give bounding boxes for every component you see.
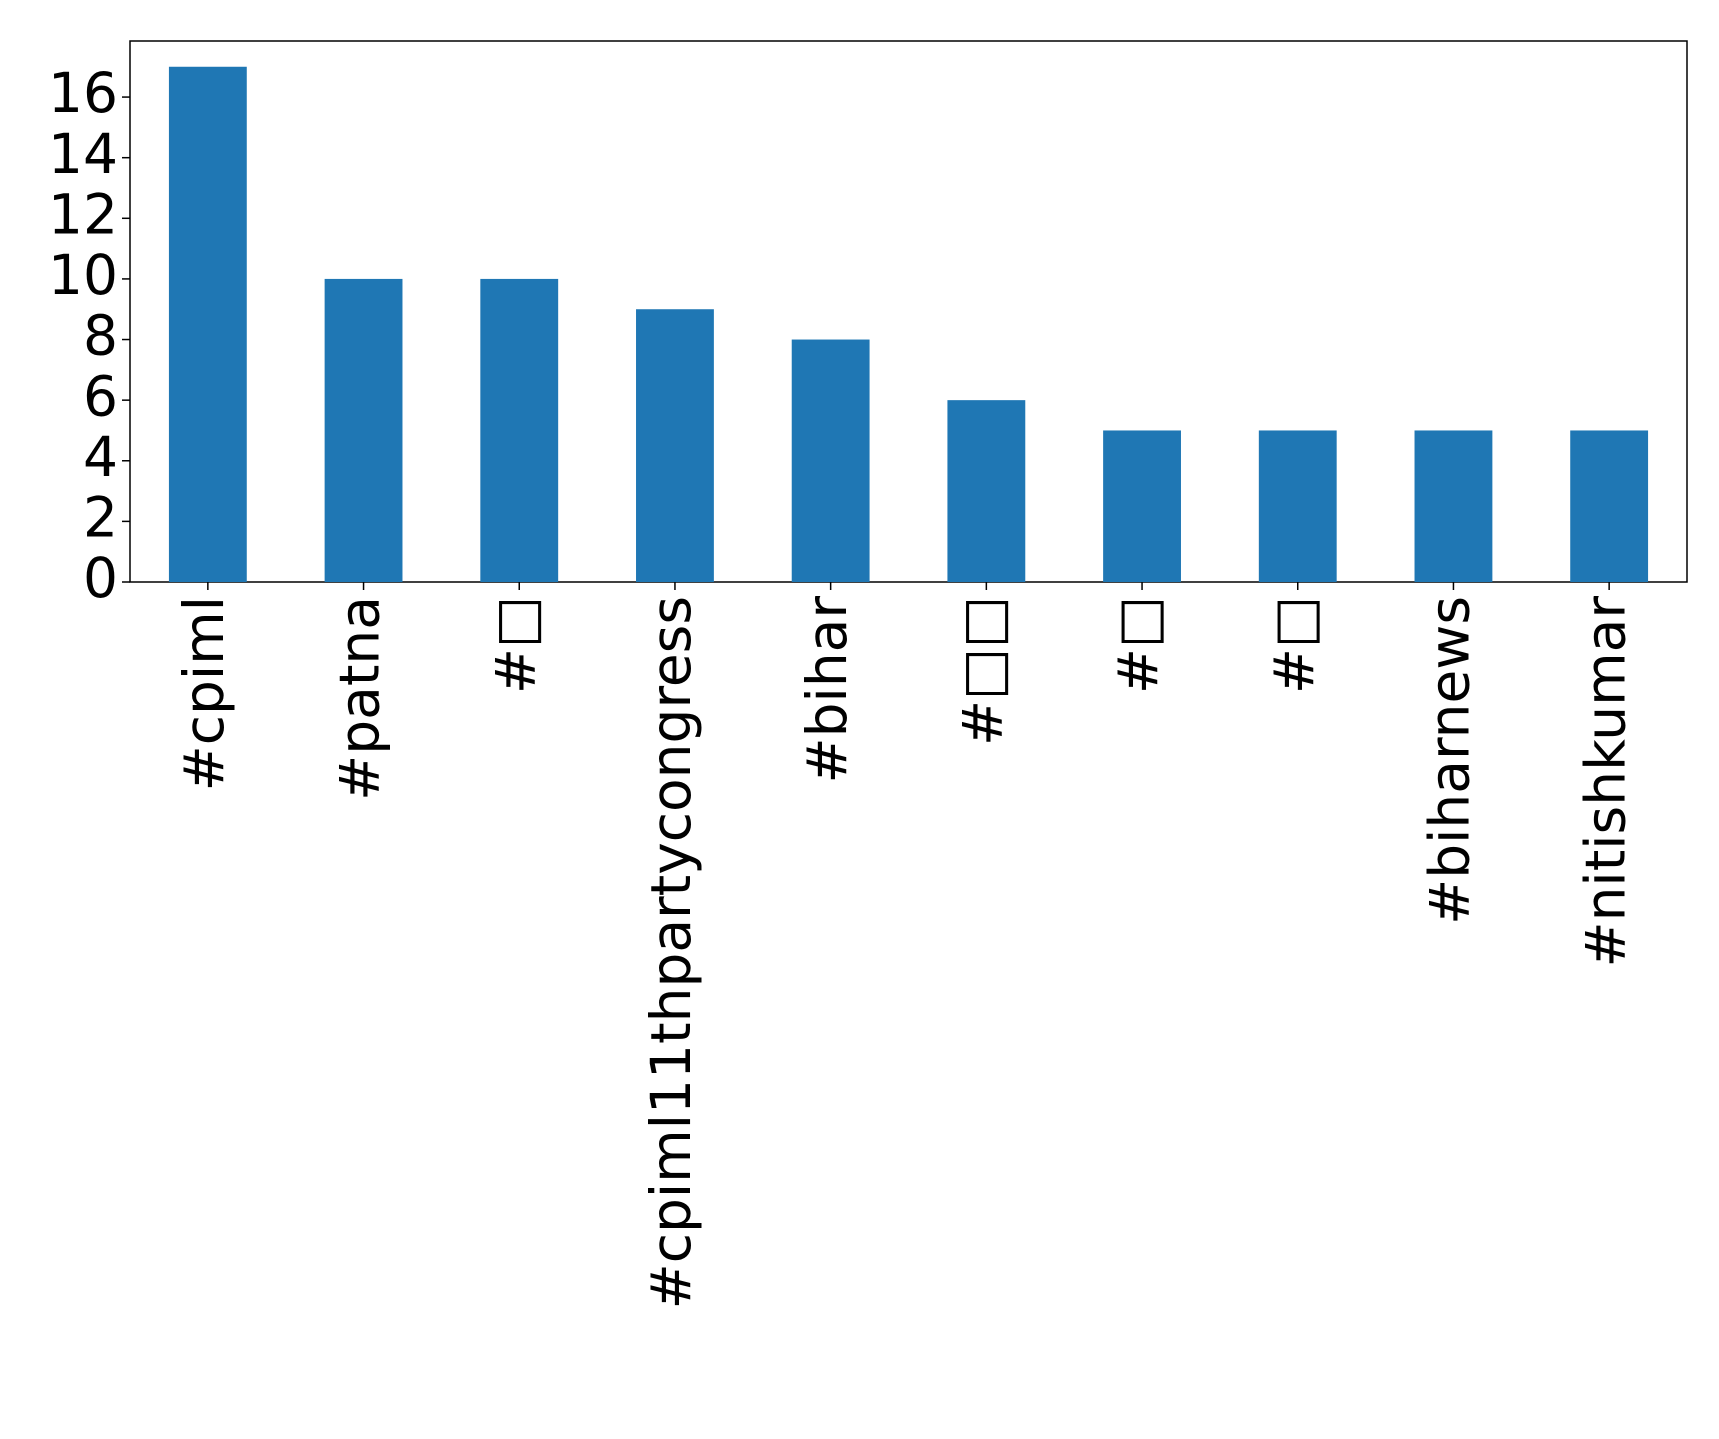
plot-frame	[129, 40, 1688, 583]
y-tick-label: 6	[83, 364, 118, 428]
x-tick-label: #bihar	[795, 596, 859, 784]
y-tick-label: 10	[48, 243, 118, 307]
x-tick-label: #cpiml11thpartycongress	[639, 596, 703, 1309]
x-tick-label: #cpiml	[172, 596, 236, 791]
bar	[1258, 430, 1337, 582]
y-tick-label: 0	[83, 546, 118, 610]
x-tick-label: #nitishkumar	[1573, 596, 1637, 968]
y-tick-label: 16	[48, 61, 118, 125]
bar	[324, 278, 403, 582]
bar	[1414, 430, 1493, 582]
bar	[1570, 430, 1649, 582]
y-tick-label: 2	[83, 486, 118, 550]
x-tick-label: #□	[1262, 596, 1326, 694]
x-tick-label: #biharnews	[1418, 596, 1482, 925]
y-tick-label: 4	[83, 425, 118, 489]
bar	[791, 339, 870, 582]
x-tick-label: #patna	[328, 596, 392, 801]
x-tick-label: #□	[483, 596, 547, 694]
bar	[168, 66, 247, 582]
bar	[480, 278, 559, 582]
y-tick-label: 12	[48, 182, 118, 246]
x-tick-label: #□□	[950, 596, 1014, 746]
bar	[947, 400, 1026, 582]
y-tick-label: 8	[83, 304, 118, 368]
x-tick-label: #□	[1106, 596, 1170, 694]
bar	[636, 309, 714, 582]
y-tick-label: 14	[48, 122, 118, 186]
bar	[1103, 430, 1181, 582]
